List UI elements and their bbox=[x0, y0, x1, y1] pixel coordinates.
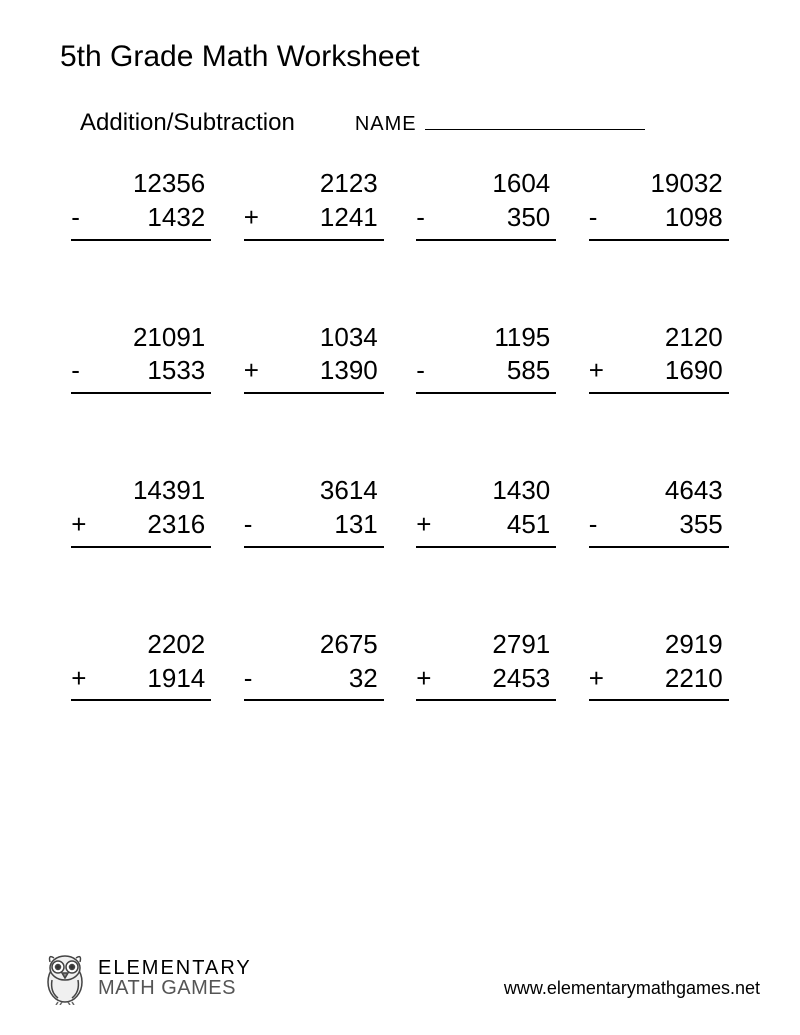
name-label: NAME bbox=[355, 113, 417, 136]
math-problem: 1034+1390 bbox=[244, 321, 384, 395]
bottom-row: +451 bbox=[416, 508, 556, 548]
math-problem: 4643-355 bbox=[589, 474, 729, 548]
bottom-number: 131 bbox=[262, 508, 378, 542]
bottom-row: -1432 bbox=[71, 201, 211, 241]
header-row: Addition/Subtraction NAME bbox=[80, 109, 750, 137]
logo-block: ELEMENTARY MATH GAMES bbox=[40, 950, 252, 1005]
operator: + bbox=[416, 508, 434, 542]
operator: - bbox=[589, 201, 607, 235]
top-number: 21091 bbox=[71, 321, 211, 355]
bottom-number: 585 bbox=[434, 354, 550, 388]
bottom-row: +1914 bbox=[71, 662, 211, 702]
bottom-row: +2453 bbox=[416, 662, 556, 702]
top-number: 14391 bbox=[71, 474, 211, 508]
worksheet-title: 5th Grade Math Worksheet bbox=[60, 40, 750, 74]
top-number: 1430 bbox=[416, 474, 556, 508]
top-number: 1604 bbox=[416, 167, 556, 201]
math-problem: 2919+2210 bbox=[589, 628, 729, 702]
top-number: 2675 bbox=[244, 628, 384, 662]
logo-line2: MATH GAMES bbox=[98, 978, 252, 998]
top-number: 2202 bbox=[71, 628, 211, 662]
bottom-row: -1098 bbox=[589, 201, 729, 241]
top-number: 2919 bbox=[589, 628, 729, 662]
operator: + bbox=[416, 662, 434, 696]
bottom-row: +2316 bbox=[71, 508, 211, 548]
math-problem: 2791+2453 bbox=[416, 628, 556, 702]
bottom-row: +1390 bbox=[244, 354, 384, 394]
top-number: 4643 bbox=[589, 474, 729, 508]
bottom-number: 1432 bbox=[89, 201, 205, 235]
bottom-number: 2453 bbox=[434, 662, 550, 696]
math-problem: 21091-1533 bbox=[71, 321, 211, 395]
math-problem: 2675-32 bbox=[244, 628, 384, 702]
math-problem: 2120+1690 bbox=[589, 321, 729, 395]
operator: + bbox=[589, 662, 607, 696]
operator: - bbox=[71, 201, 89, 235]
operator: - bbox=[244, 508, 262, 542]
bottom-row: -131 bbox=[244, 508, 384, 548]
name-input-line[interactable] bbox=[425, 110, 645, 130]
bottom-number: 1241 bbox=[262, 201, 378, 235]
top-number: 12356 bbox=[71, 167, 211, 201]
logo-text: ELEMENTARY MATH GAMES bbox=[98, 958, 252, 998]
top-number: 1034 bbox=[244, 321, 384, 355]
bottom-number: 355 bbox=[607, 508, 723, 542]
operator: + bbox=[244, 354, 262, 388]
top-number: 2120 bbox=[589, 321, 729, 355]
website-url: www.elementarymathgames.net bbox=[504, 978, 760, 999]
bottom-number: 2210 bbox=[607, 662, 723, 696]
operator: - bbox=[71, 354, 89, 388]
bottom-number: 1914 bbox=[89, 662, 205, 696]
footer: ELEMENTARY MATH GAMES www.elementarymath… bbox=[40, 950, 760, 1005]
bottom-number: 451 bbox=[434, 508, 550, 542]
bottom-row: -585 bbox=[416, 354, 556, 394]
bottom-number: 32 bbox=[262, 662, 378, 696]
operator: + bbox=[244, 201, 262, 235]
math-problem: 14391+2316 bbox=[71, 474, 211, 548]
top-number: 3614 bbox=[244, 474, 384, 508]
bottom-row: -32 bbox=[244, 662, 384, 702]
bottom-number: 1690 bbox=[607, 354, 723, 388]
math-problem: 2123+1241 bbox=[244, 167, 384, 241]
bottom-row: -1533 bbox=[71, 354, 211, 394]
bottom-number: 1098 bbox=[607, 201, 723, 235]
bottom-row: -350 bbox=[416, 201, 556, 241]
bottom-row: +2210 bbox=[589, 662, 729, 702]
bottom-number: 350 bbox=[434, 201, 550, 235]
operator: + bbox=[589, 354, 607, 388]
top-number: 2123 bbox=[244, 167, 384, 201]
math-problem: 1604-350 bbox=[416, 167, 556, 241]
math-problem: 3614-131 bbox=[244, 474, 384, 548]
bottom-number: 2316 bbox=[89, 508, 205, 542]
owl-icon bbox=[40, 950, 90, 1005]
math-problem: 1430+451 bbox=[416, 474, 556, 548]
math-problem: 2202+1914 bbox=[71, 628, 211, 702]
problems-grid: 12356-14322123+12411604-35019032-1098210… bbox=[50, 167, 750, 701]
math-problem: 19032-1098 bbox=[589, 167, 729, 241]
operator: - bbox=[244, 662, 262, 696]
math-problem: 1195-585 bbox=[416, 321, 556, 395]
operator: - bbox=[416, 201, 434, 235]
math-problem: 12356-1432 bbox=[71, 167, 211, 241]
operator: + bbox=[71, 508, 89, 542]
bottom-row: +1690 bbox=[589, 354, 729, 394]
operator: + bbox=[71, 662, 89, 696]
bottom-row: -355 bbox=[589, 508, 729, 548]
bottom-number: 1390 bbox=[262, 354, 378, 388]
operator: - bbox=[589, 508, 607, 542]
bottom-number: 1533 bbox=[89, 354, 205, 388]
logo-line1: ELEMENTARY bbox=[98, 958, 252, 978]
top-number: 1195 bbox=[416, 321, 556, 355]
worksheet-subtitle: Addition/Subtraction bbox=[80, 109, 295, 137]
bottom-row: +1241 bbox=[244, 201, 384, 241]
operator: - bbox=[416, 354, 434, 388]
top-number: 2791 bbox=[416, 628, 556, 662]
top-number: 19032 bbox=[589, 167, 729, 201]
